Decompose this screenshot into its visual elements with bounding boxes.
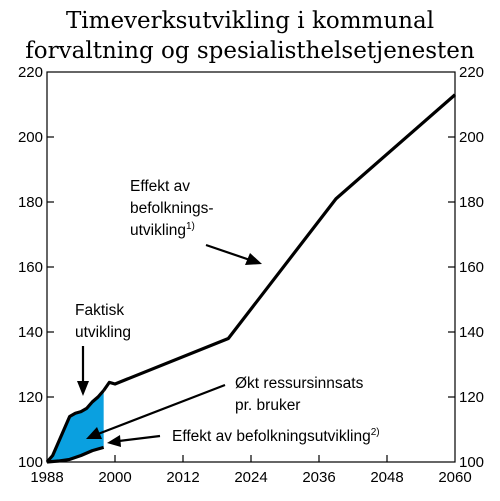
series-line-0 xyxy=(45,389,105,464)
annotation-effekt-line-3-text: utvikling xyxy=(130,222,186,239)
x-tick-label: 2048 xyxy=(370,469,403,486)
chart-title-line-2: forvaltning og spesialisthelsetjenesten xyxy=(25,38,475,64)
annotation-faktisk-line-2: utvikling xyxy=(75,324,131,341)
x-tick-label: 2012 xyxy=(166,469,199,486)
y-tick-label-right: 180 xyxy=(459,194,484,211)
annotation-effekt: Effekt av befolknings- utvikling1) xyxy=(130,178,262,265)
annotation-okt-arrowhead xyxy=(86,427,102,439)
annotation-effekt2-line: Effekt av befolkningsutvikling2) xyxy=(172,427,380,445)
annotation-effekt-line-3: utvikling1) xyxy=(130,221,195,239)
y-tick-label-left: 200 xyxy=(18,129,43,146)
y-tick-label-left: 120 xyxy=(18,389,43,406)
chart-title: Timeverksutvikling i kommunal forvaltnin… xyxy=(25,8,475,64)
annotation-effekt2-text: Effekt av befolkningsutvikling xyxy=(172,428,371,445)
x-tick-label: 2060 xyxy=(438,469,471,486)
y-tick-label-right: 160 xyxy=(459,259,484,276)
chart-title-line-1: Timeverksutvikling i kommunal xyxy=(66,8,434,34)
annotation-effekt-arrowhead xyxy=(245,253,262,265)
x-tick-label: 2000 xyxy=(98,469,131,486)
annotation-effekt-superscript: 1) xyxy=(186,221,195,232)
annotation-okt-arrow-shaft xyxy=(97,383,226,436)
y-tick-label-left: 180 xyxy=(18,194,43,211)
increased-resource-area xyxy=(47,390,104,462)
y-tick-label-left: 160 xyxy=(18,259,43,276)
y-tick-label-left: 220 xyxy=(18,64,43,81)
annotation-okt-line-1: Økt ressursinnsats xyxy=(235,375,364,392)
annotation-faktisk: Faktisk utvikling xyxy=(75,302,131,396)
annotation-effekt2-arrow-shaft xyxy=(118,434,161,443)
y-tick-label-right: 120 xyxy=(459,389,484,406)
annotation-faktisk-line-1: Faktisk xyxy=(75,302,124,319)
annotation-effekt-arrow-shaft xyxy=(205,243,251,262)
series-line-1 xyxy=(102,93,457,392)
y-tick-label-right: 100 xyxy=(459,454,484,471)
series-line-2 xyxy=(46,445,105,464)
y-tick-label-right: 200 xyxy=(459,129,484,146)
annotation-effekt2-superscript: 2) xyxy=(371,427,380,438)
series-lines xyxy=(45,93,457,464)
annotation-effekt-line-1: Effekt av xyxy=(130,178,190,195)
x-tick-label: 2036 xyxy=(302,469,335,486)
annotation-okt-line-2: pr. bruker xyxy=(235,397,300,414)
y-tick-label-right: 220 xyxy=(459,64,484,81)
x-tick-label: 2024 xyxy=(234,469,267,486)
y-tick-label-left: 100 xyxy=(18,454,43,471)
annotation-effekt-line-2: befolknings- xyxy=(130,200,214,217)
y-tick-label-left: 140 xyxy=(18,324,43,341)
x-tick-label: 1988 xyxy=(30,469,63,486)
annotation-effekt2-arrowhead xyxy=(107,435,121,447)
annotation-okt: Økt ressursinnsats pr. bruker xyxy=(86,375,364,439)
annotation-effekt2: Effekt av befolkningsutvikling2) xyxy=(107,427,380,447)
y-tick-label-right: 140 xyxy=(459,324,484,341)
annotation-faktisk-arrowhead xyxy=(77,381,89,396)
